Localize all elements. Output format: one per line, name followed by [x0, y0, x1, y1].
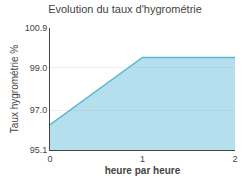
svg-text:1: 1 — [140, 154, 145, 164]
svg-text:Evolution du taux d'hygrométri: Evolution du taux d'hygrométrie — [48, 3, 202, 15]
svg-text:0: 0 — [47, 154, 52, 164]
svg-text:2: 2 — [232, 154, 237, 164]
svg-text:97.0: 97.0 — [30, 105, 48, 115]
svg-text:95.1: 95.1 — [30, 145, 48, 155]
svg-text:Taux hygrométrie %: Taux hygrométrie % — [9, 45, 20, 133]
svg-text:heure par heure: heure par heure — [105, 165, 181, 176]
svg-text:99.0: 99.0 — [30, 63, 48, 73]
svg-text:100.9: 100.9 — [25, 23, 48, 33]
